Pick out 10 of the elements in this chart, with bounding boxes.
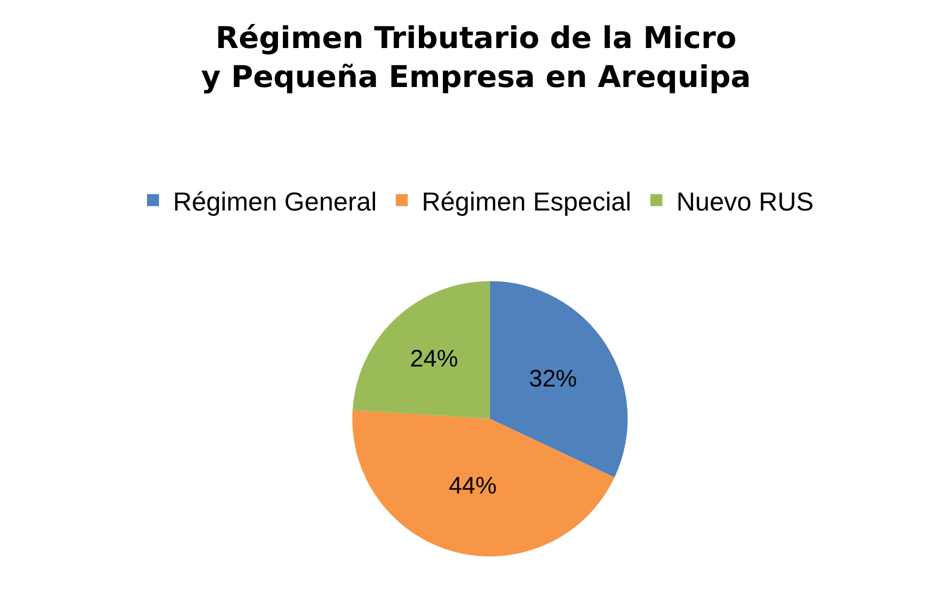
pie-slice <box>352 281 490 419</box>
pie-slice <box>352 410 615 556</box>
data-label: 24% <box>410 346 458 373</box>
chart-title: Régimen Tributario de la Micro y Pequeña Empresa en Arequipa <box>201 20 751 95</box>
legend-label: Régimen Especial <box>422 186 632 216</box>
data-label: 44% <box>448 472 497 500</box>
legend-label: Nuevo RUS <box>676 186 814 216</box>
pie-slice <box>490 281 628 478</box>
data-label: 32% <box>528 365 578 392</box>
legend-label: Régimen General <box>173 186 377 216</box>
